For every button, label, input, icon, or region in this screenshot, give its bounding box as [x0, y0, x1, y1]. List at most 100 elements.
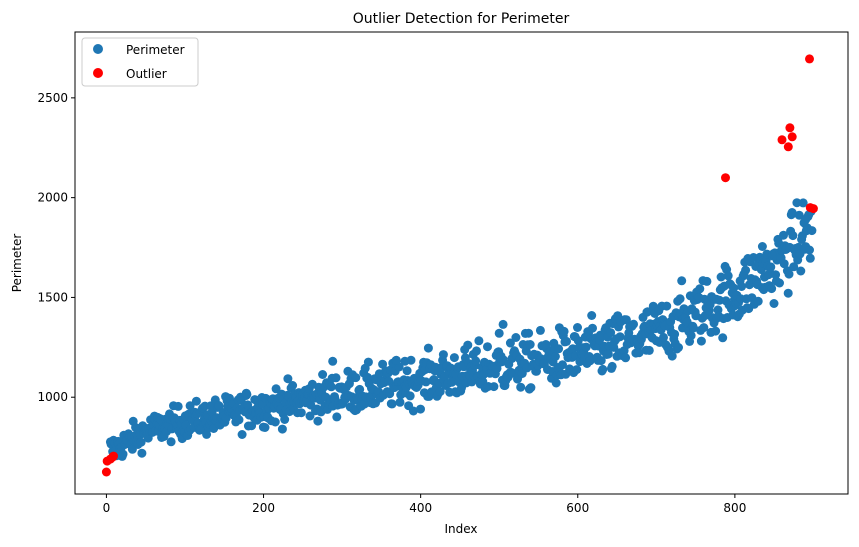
data-point: [670, 329, 680, 339]
data-point: [535, 325, 545, 335]
data-point: [511, 333, 521, 342]
data-point: [498, 319, 508, 329]
data-point: [572, 365, 582, 375]
outlier-point: [805, 54, 814, 64]
data-point: [378, 359, 388, 369]
data-point: [489, 382, 499, 392]
y-axis-label: Perimeter: [10, 234, 24, 293]
legend-marker-perimeter: [93, 44, 103, 54]
data-point: [805, 245, 814, 255]
data-point: [766, 262, 776, 272]
data-point: [798, 198, 808, 208]
data-point: [423, 343, 433, 353]
data-point: [326, 382, 336, 392]
data-point: [784, 269, 794, 279]
data-point: [779, 259, 789, 269]
data-point: [270, 417, 280, 427]
data-point: [191, 396, 201, 406]
data-point: [234, 415, 244, 425]
outlier-point: [777, 135, 787, 145]
data-point: [313, 416, 323, 426]
data-point: [288, 381, 298, 390]
data-point: [789, 262, 799, 272]
legend: Perimeter Outlier: [81, 37, 199, 87]
data-point: [405, 391, 415, 401]
data-point: [588, 323, 597, 333]
data-point: [801, 215, 811, 225]
legend-box: [81, 37, 199, 87]
outlier-point: [101, 467, 111, 477]
x-axis-ticks: 0 200 400 600 800: [103, 494, 746, 515]
data-point: [202, 429, 212, 439]
data-point: [474, 336, 484, 346]
data-point: [696, 336, 706, 346]
y-tick-label: 1000: [37, 390, 68, 404]
data-point: [615, 332, 625, 342]
data-point: [757, 242, 767, 251]
data-point: [185, 401, 195, 411]
data-point: [416, 404, 425, 414]
outlier-point: [721, 173, 730, 183]
data-point: [796, 266, 806, 276]
data-point: [136, 437, 146, 447]
data-point: [643, 307, 653, 317]
data-point: [715, 295, 724, 305]
data-point: [118, 449, 128, 459]
data-point: [277, 424, 287, 434]
data-point: [421, 377, 431, 387]
data-point: [783, 288, 793, 298]
data-point: [260, 423, 270, 432]
x-tick-label: 800: [723, 501, 746, 515]
data-point: [769, 299, 779, 308]
outlier-points: [101, 54, 818, 477]
data-point: [603, 349, 613, 359]
data-point: [629, 319, 638, 329]
outlier-point: [787, 132, 797, 142]
data-point: [573, 323, 582, 332]
data-point: [328, 356, 338, 366]
data-point: [699, 323, 709, 333]
data-point: [402, 366, 412, 376]
plot-area: [74, 31, 849, 495]
data-point: [550, 352, 560, 361]
data-point: [280, 415, 290, 424]
data-point: [607, 361, 617, 371]
data-point: [741, 265, 751, 275]
data-point: [400, 356, 410, 366]
data-point: [438, 350, 448, 360]
y-tick-label: 2500: [37, 91, 68, 105]
data-point: [753, 296, 763, 306]
data-point: [585, 356, 595, 366]
data-point: [554, 344, 564, 354]
data-point: [173, 401, 183, 411]
data-point: [775, 278, 784, 288]
data-point: [573, 336, 583, 346]
data-point: [621, 315, 631, 325]
data-point: [702, 276, 712, 286]
data-point: [241, 388, 251, 398]
data-point: [805, 253, 815, 263]
data-point: [716, 272, 726, 282]
data-point: [792, 198, 802, 208]
data-point: [689, 323, 698, 333]
chart-title: Outlier Detection for Perimeter: [353, 11, 570, 27]
data-point: [559, 326, 569, 336]
outlier-point: [783, 142, 793, 152]
data-point: [587, 311, 597, 320]
y-tick-label: 2000: [37, 191, 68, 205]
data-point: [137, 448, 147, 458]
data-point: [558, 360, 567, 370]
data-point: [723, 271, 733, 281]
data-point: [166, 437, 176, 447]
data-point: [562, 336, 571, 346]
data-point: [675, 294, 685, 304]
data-point: [385, 389, 395, 399]
x-tick-label: 600: [566, 501, 589, 515]
data-point: [794, 210, 804, 220]
x-tick-label: 200: [252, 501, 275, 515]
data-point: [296, 408, 306, 418]
data-point: [711, 326, 721, 336]
data-point: [363, 357, 373, 367]
data-point: [243, 400, 253, 410]
